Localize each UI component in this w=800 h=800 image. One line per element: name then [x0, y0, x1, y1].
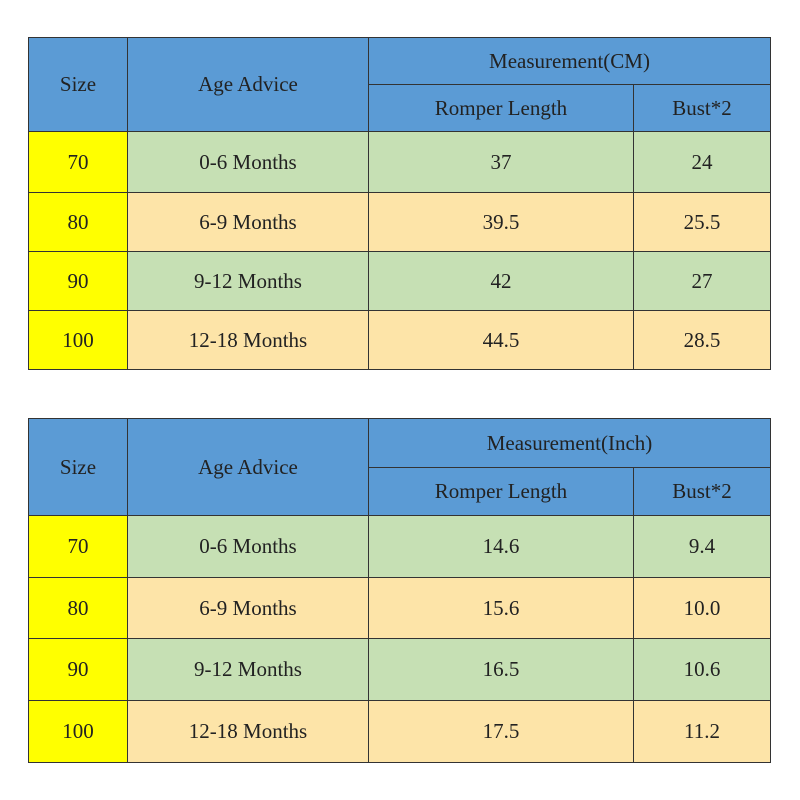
data-row: 80 6-9 Months 15.6 10.0 [28, 577, 771, 639]
header-cell: Measurement(Inch) [368, 418, 771, 468]
data-cell: 0-6 Months [127, 131, 369, 193]
data-cell: 9-12 Months [127, 638, 369, 701]
size-cell: 80 [28, 577, 128, 639]
header-cell: Romper Length [368, 84, 634, 132]
data-cell: 27 [633, 251, 771, 311]
data-cell: 10.6 [633, 638, 771, 701]
data-cell: 11.2 [633, 700, 771, 763]
header-cell: Size [28, 418, 128, 516]
size-table: Size Age Advice Measurement(CM) Romper Leng… [28, 37, 771, 370]
header-cell: Bust*2 [633, 84, 771, 132]
size-cell: 70 [28, 515, 128, 578]
data-row: 90 9-12 Months 16.5 10.6 [28, 638, 771, 701]
size-cell: 100 [28, 700, 128, 763]
data-cell: 25.5 [633, 192, 771, 252]
data-cell: 9-12 Months [127, 251, 369, 311]
data-cell: 37 [368, 131, 634, 193]
header-cell: Bust*2 [633, 467, 771, 516]
data-cell: 6-9 Months [127, 192, 369, 252]
size-table: Size Age Advice Measurement(Inch) Romper Le… [28, 418, 771, 763]
size-cell: 90 [28, 638, 128, 701]
data-row: 100 12-18 Months 44.5 28.5 [28, 310, 771, 370]
data-cell: 16.5 [368, 638, 634, 701]
header-cell: Size [28, 37, 128, 132]
header-cell: Romper Length [368, 467, 634, 516]
data-cell: 0-6 Months [127, 515, 369, 578]
data-cell: 42 [368, 251, 634, 311]
size-cell: 90 [28, 251, 128, 311]
data-row: 100 12-18 Months 17.5 11.2 [28, 700, 771, 763]
data-row: 90 9-12 Months 42 27 [28, 251, 771, 311]
header-row: Romper Length Bust*2 [29, 84, 771, 132]
size-cell: 100 [28, 310, 128, 370]
size-cell: 70 [28, 131, 128, 193]
data-cell: 39.5 [368, 192, 634, 252]
data-row: 70 0-6 Months 14.6 9.4 [28, 515, 771, 578]
data-cell: 10.0 [633, 577, 771, 639]
data-cell: 9.4 [633, 515, 771, 578]
header-row: Size Age Advice Measurement(Inch) [28, 418, 771, 516]
header-cell: Age Advice [127, 418, 369, 516]
data-cell: 28.5 [633, 310, 771, 370]
header-row: Size Age Advice Measurement(CM) [28, 37, 771, 132]
data-cell: 12-18 Months [127, 310, 369, 370]
data-cell: 15.6 [368, 577, 634, 639]
data-cell: 6-9 Months [127, 577, 369, 639]
data-cell: 12-18 Months [127, 700, 369, 763]
data-row: 80 6-9 Months 39.5 25.5 [28, 192, 771, 252]
size-cell: 80 [28, 192, 128, 252]
data-cell: 14.6 [368, 515, 634, 578]
data-row: 70 0-6 Months 37 24 [28, 131, 771, 193]
data-cell: 44.5 [368, 310, 634, 370]
header-cell: Measurement(CM) [368, 37, 771, 85]
data-cell: 24 [633, 131, 771, 193]
header-cell: Age Advice [127, 37, 369, 132]
data-cell: 17.5 [368, 700, 634, 763]
